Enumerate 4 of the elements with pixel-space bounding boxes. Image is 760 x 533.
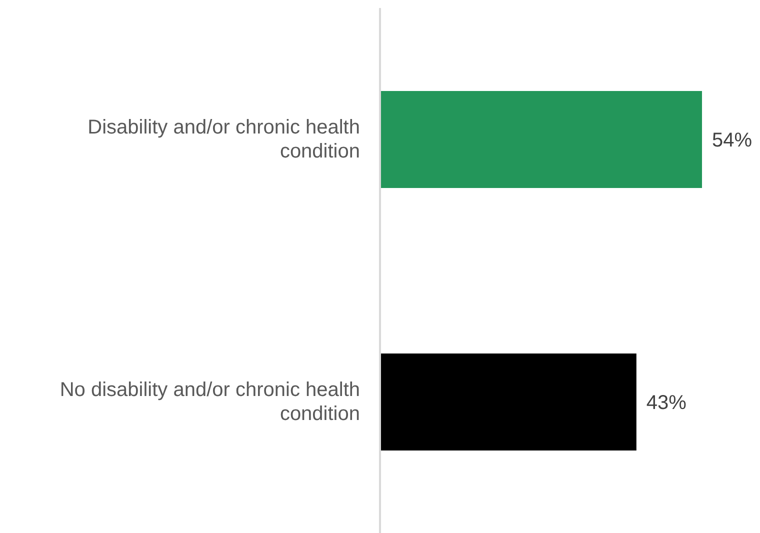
data-label: 54%: [712, 130, 752, 152]
data-label: 43%: [646, 392, 687, 414]
y-tick-label: Disability and/or chronic health condition: [88, 116, 360, 162]
y-tick-label: No disability and/or chronic health condition: [60, 378, 360, 425]
